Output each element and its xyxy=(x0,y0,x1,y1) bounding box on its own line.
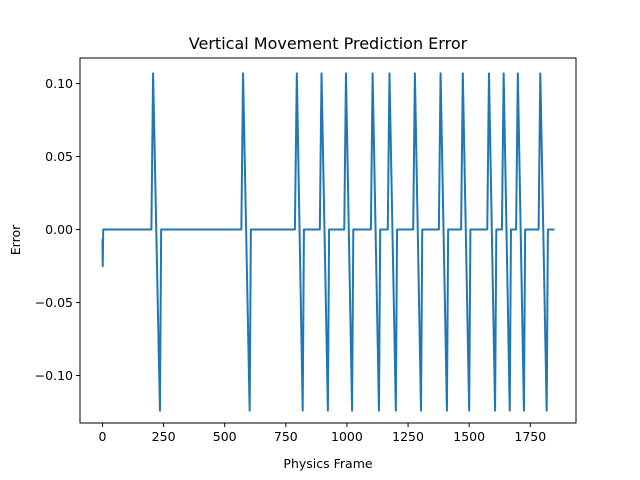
x-tick-label: 1500 xyxy=(453,429,485,444)
axis-ticks: 0 250 500 750 1000 1250 1500 1750 −0.10 −0.05 0.00… xyxy=(35,76,547,444)
x-axis-label: Physics Frame xyxy=(283,456,372,471)
x-tick-label: 750 xyxy=(274,429,298,444)
x-tick-label: 250 xyxy=(152,429,176,444)
plot-series xyxy=(101,72,555,412)
x-tick-label: 1000 xyxy=(331,429,363,444)
chart-title: Vertical Movement Prediction Error xyxy=(189,34,468,53)
x-tick-label: 500 xyxy=(213,429,237,444)
y-axis-label: Error xyxy=(8,224,23,255)
y-tick-label: 0.10 xyxy=(45,76,73,91)
x-tick-label: 1750 xyxy=(514,429,546,444)
y-tick-label: 0.05 xyxy=(45,149,73,164)
plot-frame xyxy=(79,57,577,424)
y-tick-label: −0.10 xyxy=(35,368,73,383)
x-tick-label: 1250 xyxy=(392,429,424,444)
y-tick-label: −0.05 xyxy=(35,295,73,310)
series-line-0 xyxy=(101,72,555,412)
y-tick-label: 0.00 xyxy=(45,222,73,237)
x-tick-label: 0 xyxy=(99,429,107,444)
